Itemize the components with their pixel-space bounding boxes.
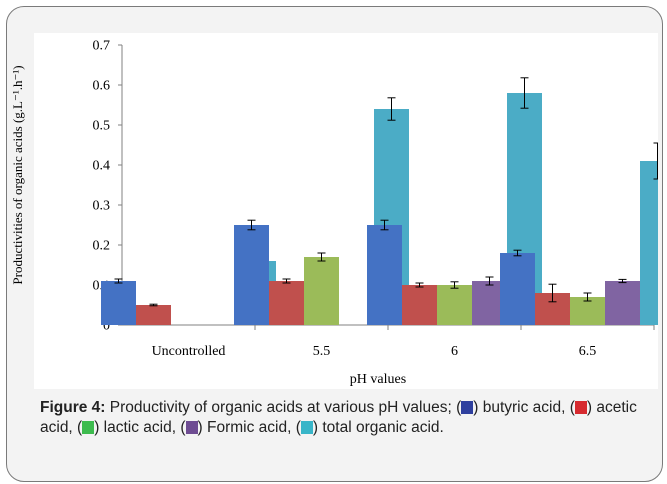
bar — [570, 297, 605, 325]
caption-item-butyric: ) butyric acid, ( — [473, 399, 575, 416]
acetic-swatch — [574, 401, 587, 414]
bar — [402, 285, 437, 325]
y-tick-label: 0.6 — [93, 79, 111, 94]
total-swatch — [300, 421, 313, 434]
y-axis-label: Productivities of organic acids (g.L⁻¹.h… — [10, 65, 25, 285]
bar-chart: 00.10.20.30.40.50.60.7Uncontrolled5.566.… — [93, 39, 658, 387]
caption-item-total: ) total organic acid. — [312, 419, 444, 436]
x-axis-label: pH values — [350, 372, 406, 387]
bar — [437, 285, 472, 325]
y-tick-label: 0 — [103, 319, 110, 334]
caption-item-acetic: ) acetic acid, ( — [40, 399, 637, 436]
bar — [500, 253, 535, 325]
chart-panel: 00.10.20.30.40.50.60.7Uncontrolled5.566.… — [34, 33, 658, 389]
bar — [136, 305, 171, 325]
butyric-swatch — [461, 401, 474, 414]
bar — [234, 225, 269, 325]
bar — [269, 281, 304, 325]
y-tick-label: 0.3 — [93, 199, 111, 214]
y-tick-label: 0.7 — [93, 39, 111, 54]
caption-intro: Productivity of organic acids at various… — [105, 399, 462, 416]
lactic-swatch — [82, 421, 95, 434]
y-tick-label: 0.5 — [93, 119, 111, 134]
bar — [640, 161, 658, 325]
y-tick-label: 0.2 — [93, 239, 111, 254]
x-tick-label: Uncontrolled — [152, 344, 226, 359]
x-tick-label: 5.5 — [313, 344, 331, 359]
bar — [605, 281, 640, 325]
formic-swatch — [185, 421, 198, 434]
caption-item-lactic: ) lactic acid, ( — [94, 419, 186, 436]
bar — [101, 281, 136, 325]
x-tick-label: 6 — [451, 344, 458, 359]
figure-caption: Figure 4: Productivity of organic acids … — [40, 398, 652, 438]
y-tick-label: 0.4 — [93, 159, 111, 174]
bar — [304, 257, 339, 325]
bar — [367, 225, 402, 325]
x-tick-label: 6.5 — [579, 344, 597, 359]
caption-item-formic: ) Formic acid, ( — [197, 419, 301, 436]
caption-label: Figure 4: — [40, 399, 106, 416]
